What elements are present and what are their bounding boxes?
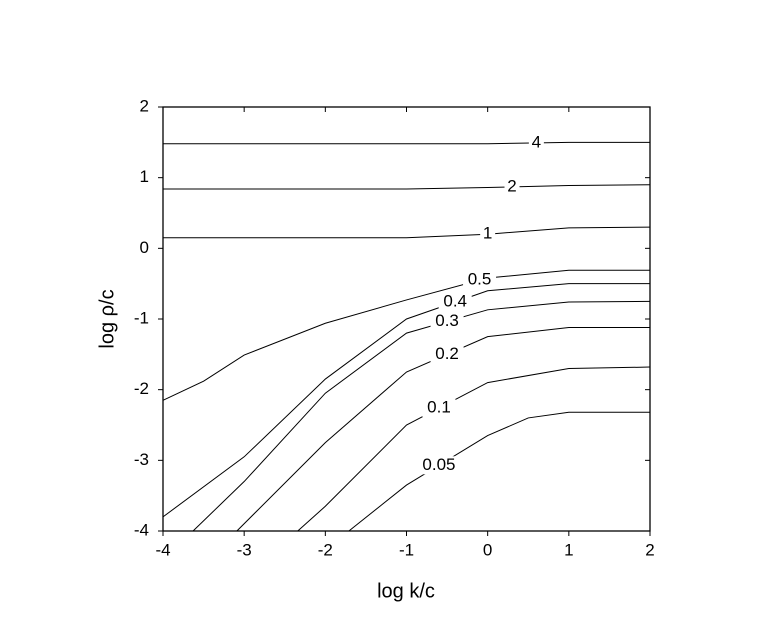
contour-label-bg: [504, 177, 520, 196]
contour-label: 2: [507, 176, 516, 195]
contour-label-bg: [430, 312, 464, 331]
x-tick-label: 0: [483, 540, 492, 559]
contour-line: [192, 300, 651, 532]
x-tick-label: -1: [399, 540, 414, 559]
y-tick-label: -3: [134, 450, 149, 469]
contour-label: 0.3: [435, 311, 459, 330]
x-axis-label: log k/c: [377, 580, 435, 602]
y-tick-label: 1: [140, 167, 149, 186]
contour-label-bg: [463, 271, 497, 290]
contour-line: [297, 366, 651, 532]
x-tick-label: 2: [645, 540, 654, 559]
contour-label: 0.4: [443, 292, 467, 311]
x-tick-label: -4: [155, 540, 170, 559]
contour-line: [163, 184, 651, 190]
y-tick-label: -2: [134, 379, 149, 398]
contour-line: [162, 269, 650, 401]
contour-label: 4: [532, 132, 541, 151]
contour-label-bg: [528, 133, 544, 152]
contour-label: 1: [483, 224, 492, 243]
y-tick-label: -4: [134, 520, 149, 539]
contour-line: [348, 411, 650, 532]
contour-label-bg: [417, 456, 460, 475]
contour-label-bg: [480, 225, 496, 244]
contour-label: 0.05: [422, 455, 455, 474]
x-tick-label: -3: [237, 540, 252, 559]
contour-line: [163, 226, 651, 239]
contour-label: 0.2: [435, 344, 459, 363]
contour-label-bg: [438, 293, 472, 312]
contour-line: [163, 141, 650, 145]
y-tick-label: -1: [134, 308, 149, 327]
contour-label-bg: [430, 345, 464, 364]
x-tick-label: -2: [318, 540, 333, 559]
x-tick-label: 1: [564, 540, 573, 559]
contour-line: [162, 283, 650, 518]
contour-label-bg: [422, 399, 456, 418]
y-tick-label: 0: [140, 238, 149, 257]
contour-label: 0.1: [427, 398, 451, 417]
contour-label: 0.5: [468, 270, 492, 289]
y-tick-label: 2: [140, 96, 149, 115]
y-axis-label: log ρ/c: [96, 289, 118, 348]
